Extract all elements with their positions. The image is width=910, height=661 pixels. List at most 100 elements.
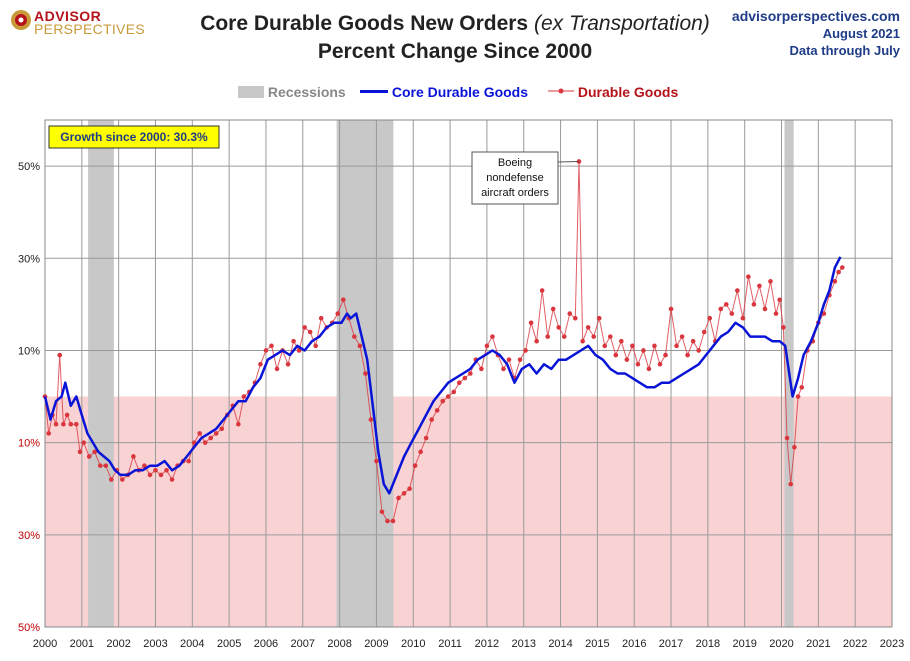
durable-goods-point (434, 408, 440, 413)
durable-goods-point (596, 315, 602, 321)
durable-goods-point (103, 463, 109, 468)
legend-core: Core Durable Goods (360, 84, 528, 100)
x-tick-label: 2020 (769, 638, 793, 650)
plot-border (44, 119, 893, 628)
x-tick-label: 2006 (254, 638, 278, 650)
brand-line2: PERSPECTIVES (34, 21, 145, 37)
durable-goods-point (652, 343, 657, 349)
durable-goods-point (630, 343, 635, 349)
durable-goods-point (539, 288, 545, 293)
durable-goods-point (352, 334, 357, 339)
durable-goods-point (523, 348, 528, 353)
legend-durable-swatch (548, 88, 574, 94)
durable-goods-point (390, 518, 396, 524)
durable-goods-point (241, 394, 247, 399)
durable-goods-point (368, 417, 374, 422)
x-tick-label: 2007 (291, 638, 315, 650)
durable-goods-point (307, 329, 313, 335)
durable-goods-point (86, 454, 92, 459)
durable-goods-point (799, 385, 805, 390)
x-tick-label: 2019 (732, 638, 756, 650)
durable-goods-point (781, 325, 786, 330)
durable-goods-point (97, 463, 103, 468)
x-tick-label: 2023 (880, 638, 904, 650)
durable-goods-point (357, 343, 363, 349)
durable-goods-point (836, 269, 841, 275)
durable-goods-point (619, 338, 624, 344)
x-tick-label: 2017 (659, 638, 683, 650)
durable-goods-point (528, 320, 534, 326)
annotation-line: aircraft orders (481, 187, 549, 199)
durable-goods-point (451, 389, 457, 395)
durable-goods-point (158, 472, 164, 478)
legend-recession-swatch (238, 86, 264, 98)
x-tick-label: 2014 (548, 638, 572, 650)
source-date: August 2021 (822, 26, 900, 41)
durable-goods-point (407, 486, 412, 492)
y-tick-label: 10% (18, 345, 40, 357)
durable-goods-point (412, 463, 418, 468)
durable-goods-point (788, 481, 794, 487)
advisor-perspectives-logo: ADVISOR PERSPECTIVES (8, 6, 148, 46)
durable-goods-point (468, 371, 473, 376)
growth-box-text: Growth since 2000: 30.3% (60, 130, 208, 144)
logo-emblem-icon (11, 10, 31, 30)
durable-goods-point (735, 288, 740, 293)
durable-goods-point (456, 380, 462, 386)
durable-goods-point (92, 449, 98, 455)
durable-goods-point (169, 477, 175, 482)
durable-goods-point (490, 334, 495, 339)
durable-goods-point (832, 279, 838, 284)
x-tick-label: 2013 (511, 638, 535, 650)
chart-title: Core Durable Goods New Orders (ex Transp… (180, 10, 730, 66)
durable-goods-point (131, 454, 136, 459)
durable-goods-point (263, 348, 269, 353)
durable-goods-point (572, 315, 578, 321)
durable-goods-point (186, 458, 191, 464)
durable-goods-point (401, 491, 407, 496)
durable-goods-point (585, 325, 591, 330)
durable-goods-point (462, 375, 468, 381)
durable-goods-point (296, 348, 302, 353)
durable-goods-point (81, 440, 86, 445)
durable-goods-point (285, 361, 291, 367)
durable-goods-point (302, 325, 307, 330)
durable-goods-point (773, 311, 779, 316)
durable-goods-point (197, 431, 202, 436)
x-tick-label: 2000 (33, 638, 57, 650)
durable-goods-point (696, 348, 701, 353)
durable-goods-point (385, 518, 390, 524)
x-tick-label: 2001 (70, 638, 94, 650)
durable-goods-point (68, 421, 74, 427)
legend-recessions: Recessions (238, 84, 346, 100)
durable-goods-point (53, 421, 59, 427)
source-note: Data through July (789, 43, 900, 58)
core-durable-goods-line (43, 256, 842, 495)
durable-goods-point (363, 371, 368, 376)
durable-goods-point (534, 338, 539, 344)
durable-goods-point (236, 421, 241, 427)
durable-goods-point (440, 398, 446, 404)
durable-goods-point (506, 357, 512, 362)
durable-goods-point (580, 338, 585, 344)
durable-goods-point (77, 449, 83, 455)
durable-goods-point (602, 343, 608, 349)
legend-core-swatch (360, 90, 388, 93)
durable-goods-point (269, 343, 274, 349)
x-tick-label: 2010 (401, 638, 425, 650)
durable-goods-point (701, 329, 707, 335)
brand-line1: ADVISOR (34, 8, 102, 24)
durable-goods-point (258, 361, 263, 367)
durable-goods-point (396, 495, 401, 501)
x-tick-label: 2015 (585, 638, 609, 650)
durable-goods-point (690, 338, 696, 344)
durable-goods-point (318, 315, 324, 321)
durable-goods-point (707, 315, 713, 321)
title-subtitle: Percent Change Since 2000 (317, 40, 593, 63)
durable-goods-point (567, 311, 573, 316)
durable-goods-point (57, 352, 63, 358)
durable-goods-point (746, 274, 751, 280)
durable-goods-point (723, 302, 729, 307)
durable-goods-point (613, 352, 619, 358)
x-tick-label: 2009 (364, 638, 388, 650)
